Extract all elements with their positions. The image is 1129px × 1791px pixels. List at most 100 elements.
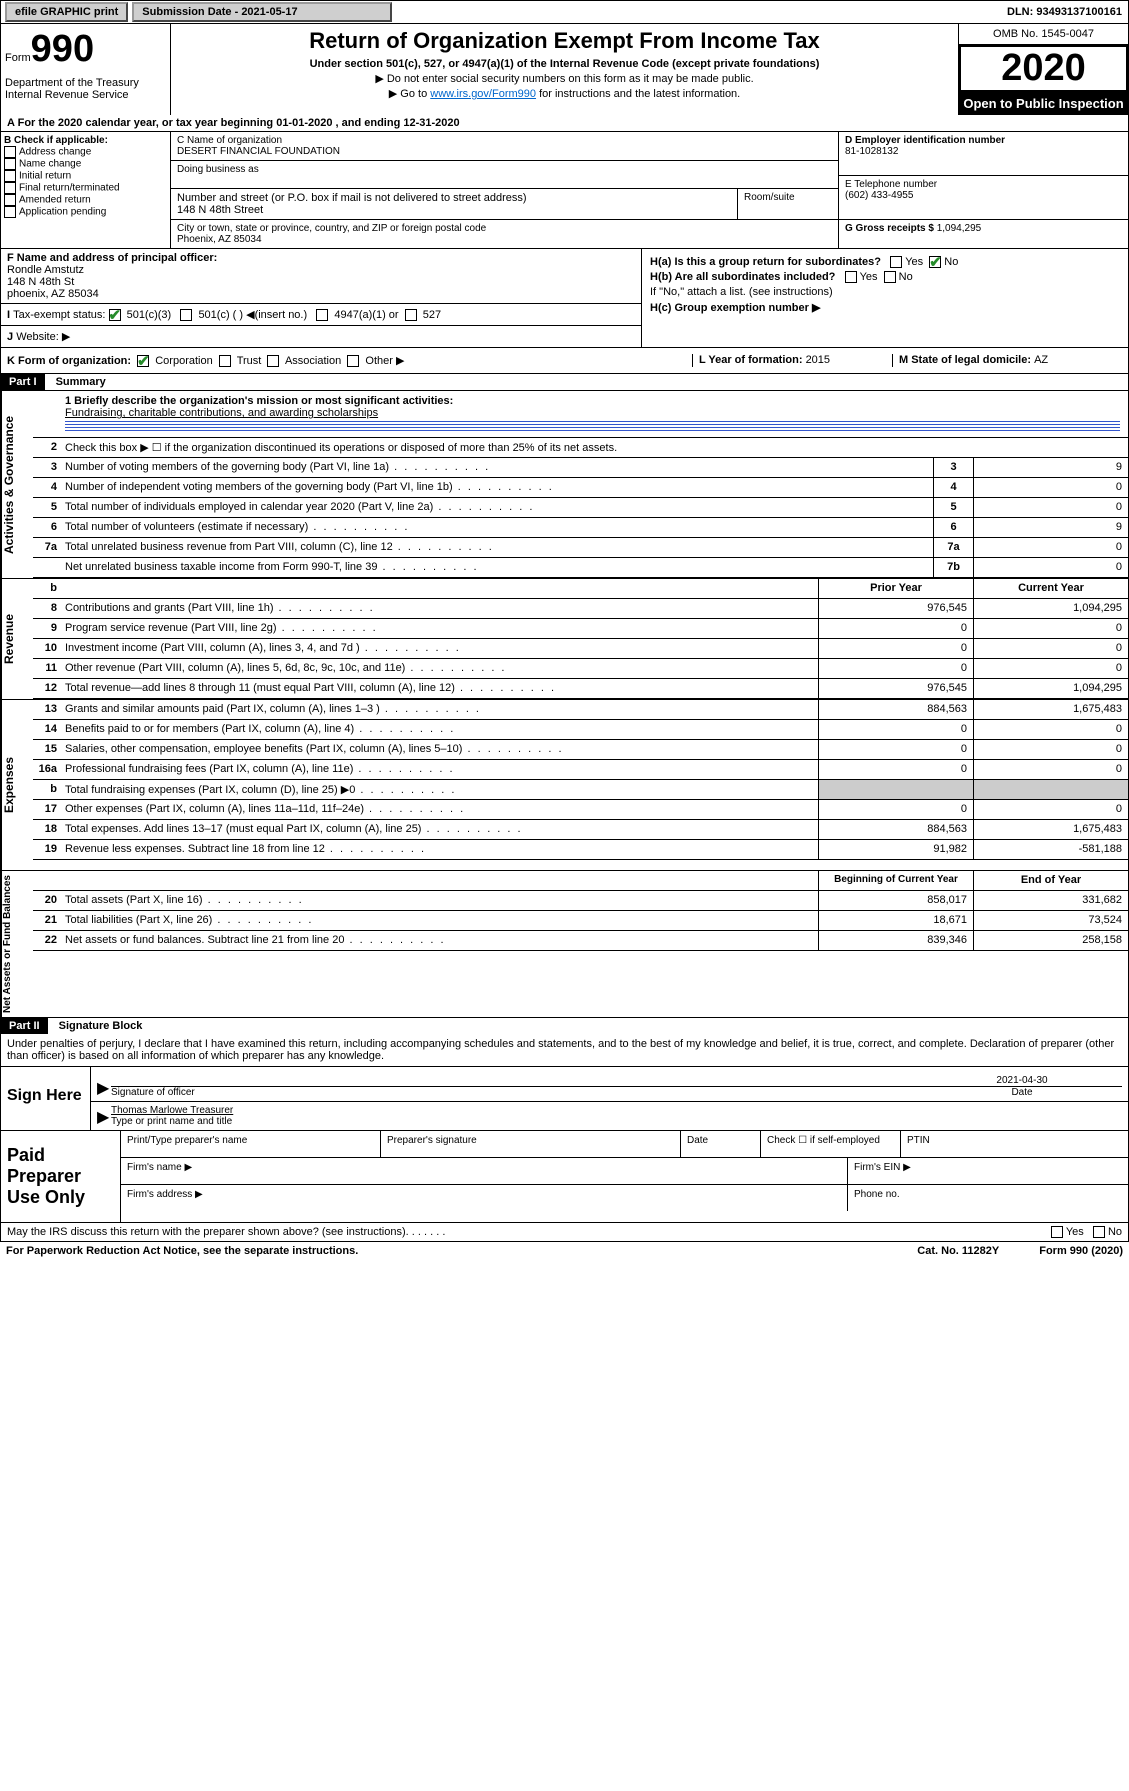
efile-print-button[interactable]: efile GRAPHIC print	[5, 2, 128, 22]
block-b: B Check if applicable: Address change Na…	[1, 132, 171, 248]
current-value: 0	[973, 619, 1128, 638]
block-c: C Name of organization DESERT FINANCIAL …	[171, 132, 838, 248]
501c3-checkbox[interactable]	[109, 309, 121, 321]
summary-line: 11 Other revenue (Part VIII, column (A),…	[33, 659, 1128, 679]
form-number: 990	[31, 28, 94, 70]
prior-value: 0	[818, 659, 973, 678]
ein: 81-1028132	[845, 146, 1122, 157]
prior-value: 884,563	[818, 700, 973, 719]
summary-line: 14 Benefits paid to or for members (Part…	[33, 720, 1128, 740]
summary-line: 21 Total liabilities (Part X, line 26) 1…	[33, 911, 1128, 931]
activities-governance-label: Activities & Governance	[1, 391, 33, 578]
perjury-statement: Under penalties of perjury, I declare th…	[1, 1034, 1128, 1066]
summary-line: 20 Total assets (Part X, line 16) 858,01…	[33, 891, 1128, 911]
summary-line: 19 Revenue less expenses. Subtract line …	[33, 840, 1128, 860]
footer: For Paperwork Reduction Act Notice, see …	[0, 1242, 1129, 1260]
block-m: M State of legal domicile: AZ	[892, 354, 1122, 367]
block-l: L Year of formation: 2015	[692, 354, 892, 367]
current-value: 0	[973, 740, 1128, 759]
summary-line: b Total fundraising expenses (Part IX, c…	[33, 780, 1128, 800]
current-value: 73,524	[973, 911, 1128, 930]
form-header: Form990 Department of the Treasury Inter…	[0, 24, 1129, 115]
omb-number: OMB No. 1545-0047	[959, 24, 1128, 45]
current-value: 0	[973, 639, 1128, 658]
prior-value: 18,671	[818, 911, 973, 930]
summary-line: 16a Professional fundraising fees (Part …	[33, 760, 1128, 780]
block-k: K Form of organization: Corporation Trus…	[7, 354, 692, 367]
block-i: I Tax-exempt status: 501(c)(3) 501(c) ( …	[1, 304, 641, 326]
org-name: DESERT FINANCIAL FOUNDATION	[177, 146, 832, 157]
hb-no-checkbox[interactable]	[884, 271, 896, 283]
discuss-no-checkbox[interactable]	[1093, 1226, 1105, 1238]
form-title: Return of Organization Exempt From Incom…	[181, 28, 948, 54]
prior-value: 858,017	[818, 891, 973, 910]
prior-value: 0	[818, 800, 973, 819]
prior-value: 0	[818, 619, 973, 638]
department-label: Department of the Treasury Internal Reve…	[5, 77, 166, 101]
submission-date-button[interactable]: Submission Date - 2021-05-17	[132, 2, 392, 22]
block-j: J Website: ▶	[1, 326, 641, 347]
prior-value: 0	[818, 740, 973, 759]
line-value: 9	[973, 458, 1128, 477]
block-d: D Employer identification number 81-1028…	[838, 132, 1128, 248]
summary-line: 17 Other expenses (Part IX, column (A), …	[33, 800, 1128, 820]
4947-checkbox[interactable]	[316, 309, 328, 321]
part-i-header: Part I Summary	[0, 374, 1129, 391]
tax-year: 2020	[959, 45, 1128, 92]
expenses-label: Expenses	[1, 700, 33, 870]
current-value: 0	[973, 659, 1128, 678]
block-f: F Name and address of principal officer:…	[1, 249, 641, 304]
summary-line: 4 Number of independent voting members o…	[33, 478, 1128, 498]
net-assets-label: Net Assets or Fund Balances	[1, 871, 33, 1017]
current-value: 331,682	[973, 891, 1128, 910]
trust-checkbox[interactable]	[219, 355, 231, 367]
summary-line: 12 Total revenue—add lines 8 through 11 …	[33, 679, 1128, 699]
line-value: 9	[973, 518, 1128, 537]
discuss-yes-checkbox[interactable]	[1051, 1226, 1063, 1238]
ha-yes-checkbox[interactable]	[890, 256, 902, 268]
prior-value: 0	[818, 639, 973, 658]
topbar: efile GRAPHIC print Submission Date - 20…	[0, 0, 1129, 24]
summary-line: 8 Contributions and grants (Part VIII, l…	[33, 599, 1128, 619]
prior-value: 884,563	[818, 820, 973, 839]
officer-name: Thomas Marlowe Treasurer	[111, 1105, 1122, 1116]
527-checkbox[interactable]	[405, 309, 417, 321]
summary-line: 15 Salaries, other compensation, employe…	[33, 740, 1128, 760]
line-value: 0	[973, 498, 1128, 517]
prior-value: 976,545	[818, 599, 973, 618]
current-value: 1,675,483	[973, 700, 1128, 719]
summary-line: 18 Total expenses. Add lines 13–17 (must…	[33, 820, 1128, 840]
summary-line: 13 Grants and similar amounts paid (Part…	[33, 700, 1128, 720]
signature-date: 2021-04-30	[922, 1075, 1122, 1086]
gross-receipts: 1,094,295	[937, 223, 982, 234]
org-street: 148 N 48th Street	[177, 204, 731, 216]
current-value: 258,158	[973, 931, 1128, 950]
form-word: Form	[5, 52, 31, 64]
line-value: 0	[973, 478, 1128, 497]
assoc-checkbox[interactable]	[267, 355, 279, 367]
prior-value: 91,982	[818, 840, 973, 859]
paid-preparer-label: Paid Preparer Use Only	[1, 1131, 121, 1222]
line-value: 0	[973, 558, 1128, 577]
ha-no-checkbox[interactable]	[929, 256, 941, 268]
other-checkbox[interactable]	[347, 355, 359, 367]
prior-value: 0	[818, 760, 973, 779]
501c-checkbox[interactable]	[180, 309, 192, 321]
summary-line: 7a Total unrelated business revenue from…	[33, 538, 1128, 558]
summary-line: 22 Net assets or fund balances. Subtract…	[33, 931, 1128, 951]
line-value: 0	[973, 538, 1128, 557]
prior-value	[818, 780, 973, 799]
summary-line: 3 Number of voting members of the govern…	[33, 458, 1128, 478]
part-ii-header: Part II Signature Block	[0, 1018, 1129, 1034]
revenue-label: Revenue	[1, 579, 33, 699]
corp-checkbox[interactable]	[137, 355, 149, 367]
goto-note: ▶ Go to www.irs.gov/Form990 for instruct…	[181, 87, 948, 100]
current-value: 1,675,483	[973, 820, 1128, 839]
period-row: A For the 2020 calendar year, or tax yea…	[0, 115, 1129, 132]
summary-line: 6 Total number of volunteers (estimate i…	[33, 518, 1128, 538]
hb-yes-checkbox[interactable]	[845, 271, 857, 283]
prior-value: 976,545	[818, 679, 973, 698]
current-value: 1,094,295	[973, 599, 1128, 618]
irs-link[interactable]: www.irs.gov/Form990	[430, 88, 536, 100]
form-subtitle: Under section 501(c), 527, or 4947(a)(1)…	[181, 58, 948, 70]
